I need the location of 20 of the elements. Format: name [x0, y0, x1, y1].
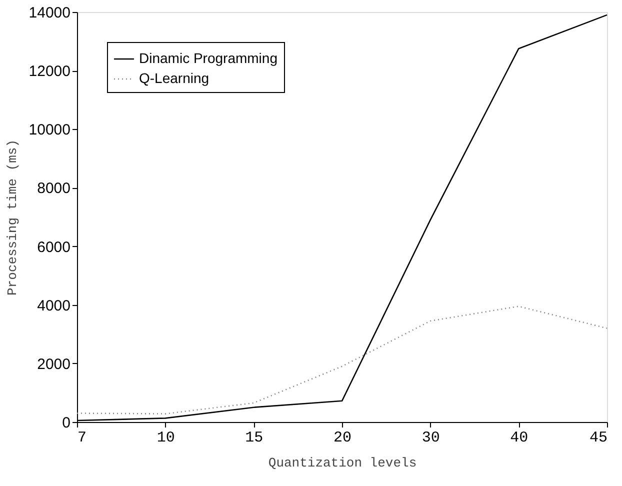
x-tick-label: 7 — [78, 430, 87, 446]
x-tick-label: 45 — [589, 430, 608, 446]
x-tick-label: 40 — [510, 430, 528, 446]
y-axis-title: Processing time (ms) — [4, 139, 20, 296]
y-tick-label: 6000 — [37, 238, 70, 256]
legend-label: Q-Learning — [139, 70, 210, 86]
line-series — [76, 306, 608, 414]
x-tick-label: 30 — [422, 430, 440, 446]
x-tick-label: 15 — [245, 430, 264, 446]
y-tick-label: 4000 — [37, 297, 70, 314]
y-tick-label: 12000 — [28, 63, 70, 80]
legend-label: Dinamic Programming — [139, 50, 278, 66]
y-tick-label: 14000 — [28, 4, 70, 22]
y-tick-label: 2000 — [37, 356, 70, 373]
y-tick-label: 0 — [62, 414, 70, 432]
x-tick-label: 10 — [156, 430, 175, 446]
y-tick-label: 10000 — [28, 122, 70, 139]
y-tick-label: 8000 — [37, 180, 70, 198]
x-tick-label: 20 — [333, 430, 352, 446]
x-axis-title: Quantization levels — [268, 456, 417, 470]
